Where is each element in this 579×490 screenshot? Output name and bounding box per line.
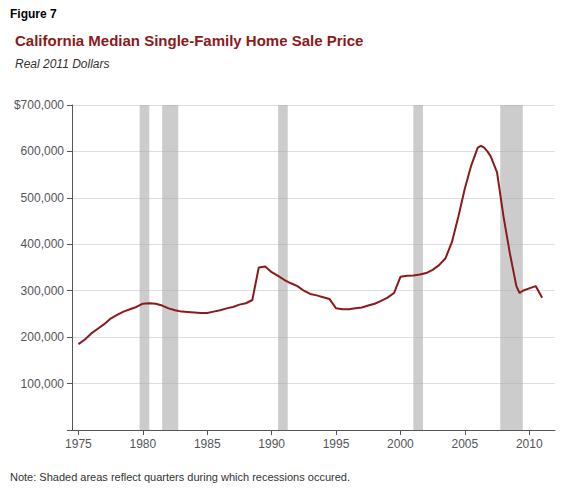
svg-text:1985: 1985: [194, 437, 221, 451]
svg-text:600,000: 600,000: [21, 144, 65, 158]
svg-text:2005: 2005: [451, 437, 478, 451]
svg-text:Figure 7: Figure 7: [10, 7, 57, 21]
svg-text:2000: 2000: [387, 437, 414, 451]
svg-text:1995: 1995: [323, 437, 350, 451]
svg-text:Note: Shaded areas reflect qua: Note: Shaded areas reflect quarters duri…: [10, 471, 350, 483]
svg-text:400,000: 400,000: [21, 237, 65, 251]
svg-text:$700,000: $700,000: [14, 98, 64, 112]
svg-text:California Median Single-Famil: California Median Single-Family Home Sal…: [15, 32, 363, 49]
svg-text:500,000: 500,000: [21, 191, 65, 205]
svg-text:1975: 1975: [65, 437, 92, 451]
svg-text:1980: 1980: [129, 437, 156, 451]
svg-text:1990: 1990: [258, 437, 285, 451]
svg-text:2010: 2010: [516, 437, 543, 451]
svg-text:300,000: 300,000: [21, 284, 65, 298]
svg-text:100,000: 100,000: [21, 377, 65, 391]
svg-text:200,000: 200,000: [21, 330, 65, 344]
svg-text:Real 2011 Dollars: Real 2011 Dollars: [15, 57, 110, 71]
